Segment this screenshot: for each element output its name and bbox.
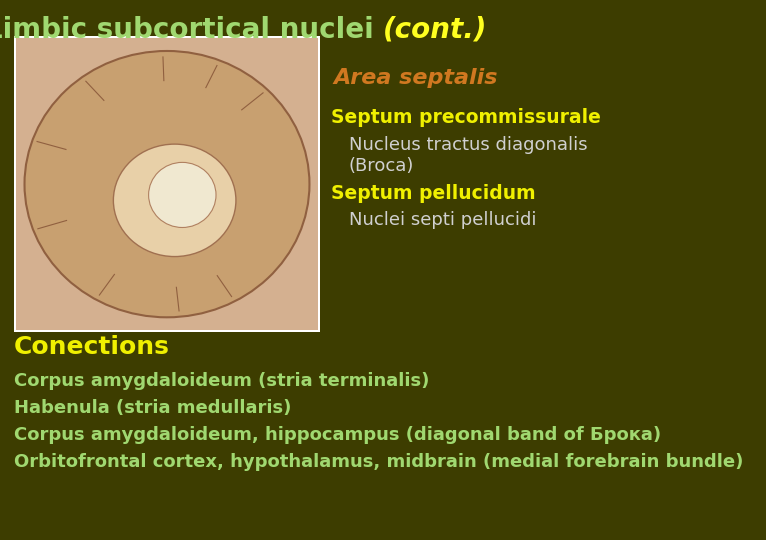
Text: Habenula (stria medullaris): Habenula (stria medullaris) [14,399,291,417]
Text: Septum pellucidum: Septum pellucidum [331,184,535,202]
Text: Limbic subcortical nuclei: Limbic subcortical nuclei [0,16,383,44]
Text: (Broca): (Broca) [349,157,414,174]
Text: Area septalis: Area septalis [333,68,498,89]
Ellipse shape [149,163,216,227]
Text: (cont.): (cont.) [383,16,487,44]
Text: Conections: Conections [14,335,169,359]
Bar [16,38,318,330]
Bar [14,36,320,332]
Text: Nuclei septi pellucidi: Nuclei septi pellucidi [349,211,536,228]
Text: Nucleus tractus diagonalis: Nucleus tractus diagonalis [349,136,588,154]
Text: Septum precommissurale: Septum precommissurale [331,108,601,127]
Ellipse shape [113,144,236,256]
Text: Orbitofrontal cortex, hypothalamus, midbrain (medial forebrain bundle): Orbitofrontal cortex, hypothalamus, midb… [14,453,743,471]
Text: Corpus amygdaloideum, hippocampus (diagonal band of Брока): Corpus amygdaloideum, hippocampus (diago… [14,426,661,444]
Text: Corpus amygdaloideum (stria terminalis): Corpus amygdaloideum (stria terminalis) [14,372,429,390]
Ellipse shape [25,51,309,318]
